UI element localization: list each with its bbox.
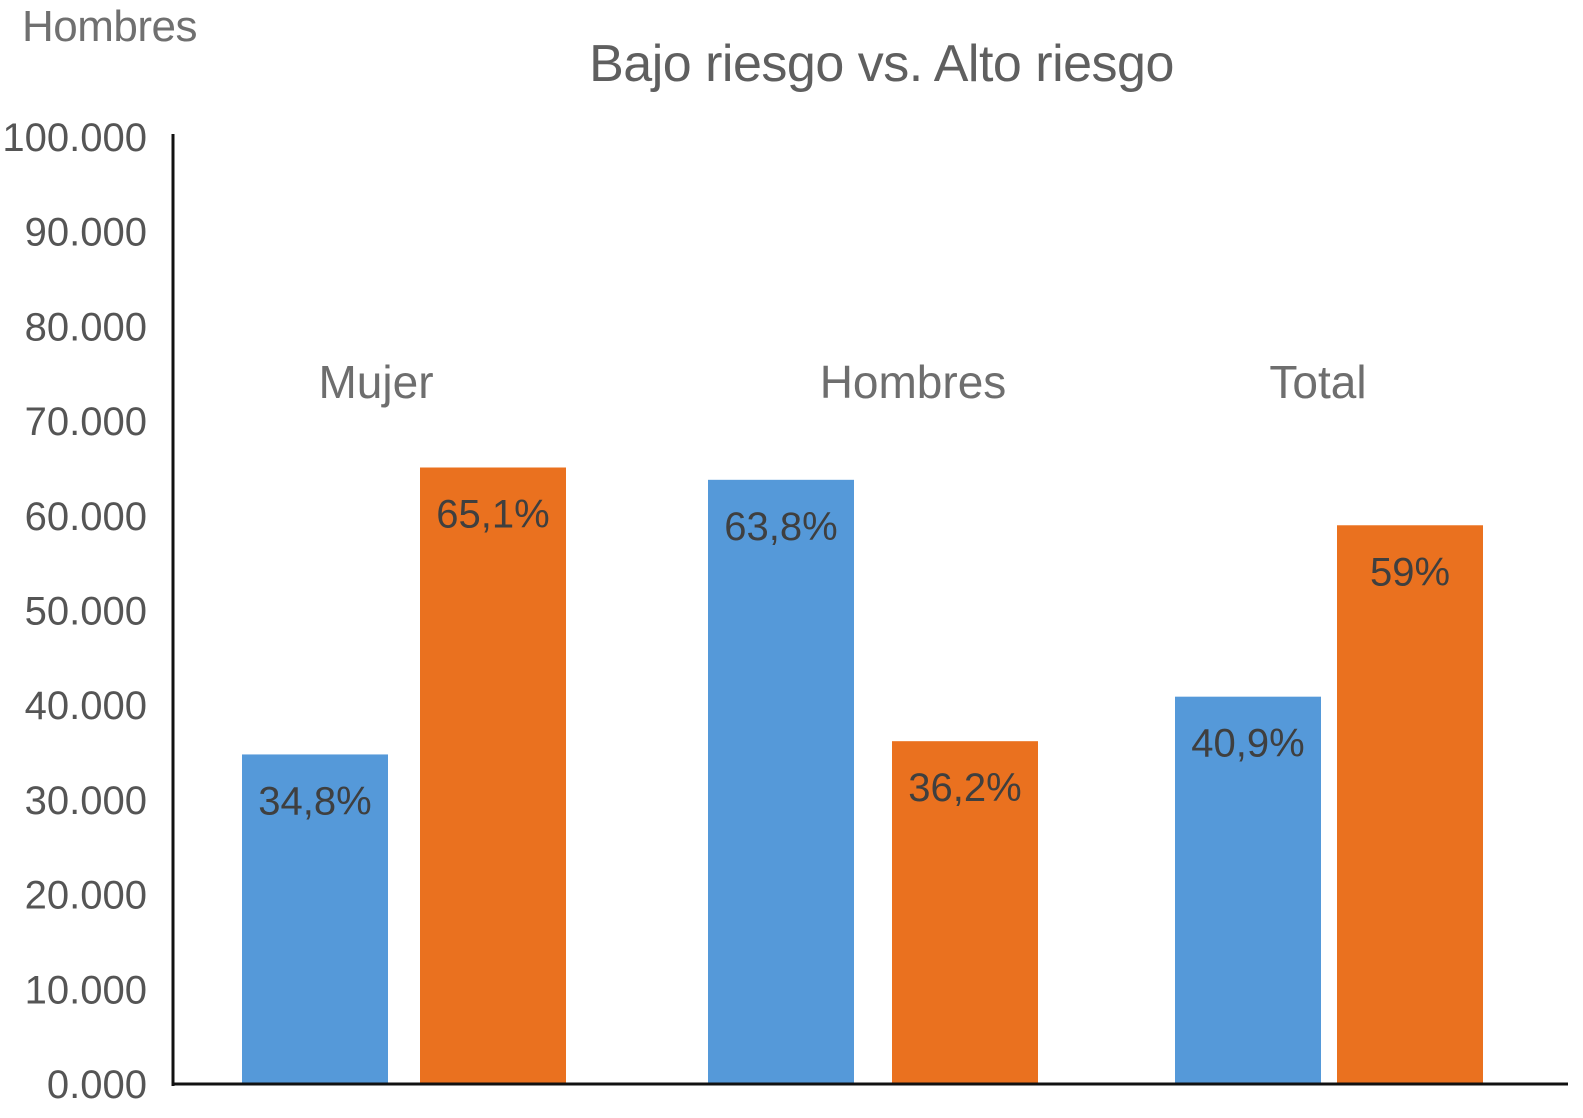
y-tick-label: 10.000 bbox=[25, 968, 147, 1012]
bars-layer bbox=[242, 467, 1483, 1085]
data-label-hombres-series-2: 36,2% bbox=[908, 766, 1021, 810]
bar-mujer-series-2 bbox=[420, 467, 566, 1084]
y-tick-label: 40.000 bbox=[25, 684, 147, 728]
y-tick-label: 80.000 bbox=[25, 305, 147, 349]
y-axis-ticks: 0.000 10.000 20.000 30.000 40.000 50.000 60.00… bbox=[2, 116, 147, 1107]
bar-hombres-series-1 bbox=[708, 479, 854, 1085]
y-tick-label: 20.000 bbox=[25, 874, 147, 918]
chart-title: Bajo riesgo vs. Alto riesgo bbox=[589, 35, 1174, 93]
data-label-mujer-series-2: 65,1% bbox=[436, 493, 549, 537]
bar-mujer-series-1 bbox=[242, 754, 388, 1084]
y-tick-label: 60.000 bbox=[25, 495, 147, 539]
category-label-total: Total bbox=[1269, 356, 1366, 408]
category-label-hombres: Hombres bbox=[820, 356, 1007, 408]
data-label-mujer-series-1: 34,8% bbox=[258, 779, 371, 823]
bar-total-series-1 bbox=[1175, 696, 1321, 1084]
category-label-mujer: Mujer bbox=[318, 356, 433, 408]
bar-total-series-2 bbox=[1337, 525, 1483, 1084]
y-tick-label: 30.000 bbox=[25, 779, 147, 823]
y-tick-label: 70.000 bbox=[25, 400, 147, 444]
corner-label: Hombres bbox=[22, 2, 198, 51]
y-tick-label: 100.000 bbox=[2, 116, 147, 160]
data-label-hombres-series-1: 63,8% bbox=[724, 505, 837, 549]
y-tick-label: 90.000 bbox=[25, 211, 147, 255]
y-tick-label: 0.000 bbox=[47, 1063, 147, 1107]
data-label-total-series-1: 40,9% bbox=[1191, 722, 1304, 766]
labels-layer: 34,8% 63,8% 40,9% 65,1% 36,2% 59% Mujer Hombres… bbox=[258, 356, 1450, 823]
y-tick-label: 50.000 bbox=[25, 590, 147, 634]
data-label-total-series-2: 59% bbox=[1370, 550, 1450, 594]
bar-hombres-series-2 bbox=[892, 741, 1038, 1084]
